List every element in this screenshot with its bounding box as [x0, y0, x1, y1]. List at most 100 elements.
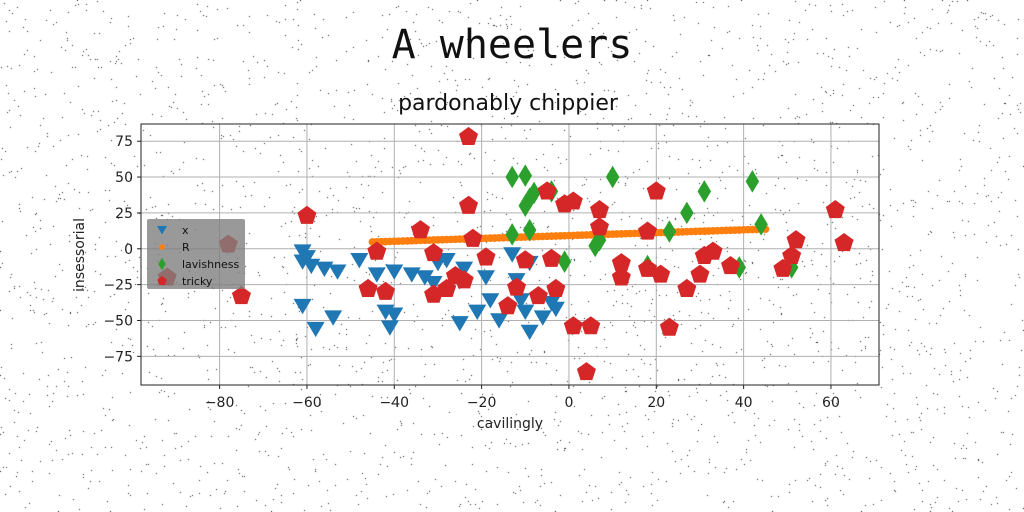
chart-title: pardonably chippier — [398, 91, 619, 116]
y-tick-label: 0 — [124, 242, 133, 258]
data-point — [315, 261, 334, 277]
data-point — [385, 264, 404, 280]
data-point — [581, 316, 601, 335]
data-point — [516, 304, 535, 320]
data-point — [454, 270, 474, 289]
x-tick-label: 0 — [564, 395, 573, 411]
data-point — [533, 310, 552, 326]
data-point — [680, 201, 694, 225]
y-tick-label: 75 — [115, 134, 133, 150]
data-point — [646, 181, 666, 200]
legend-label: lavishness — [182, 258, 240, 271]
data-point — [563, 191, 583, 210]
y-tick-label: −25 — [103, 278, 133, 294]
data-point — [546, 278, 566, 298]
data-point — [459, 195, 479, 214]
data-point — [481, 293, 500, 309]
data-point — [328, 264, 347, 280]
data-point — [659, 317, 679, 336]
data-point — [293, 254, 312, 270]
data-point — [402, 267, 421, 283]
data-point — [527, 181, 541, 205]
data-point — [537, 181, 557, 200]
data-point — [455, 261, 474, 277]
x-tick-label: 40 — [735, 395, 753, 411]
data-point — [721, 255, 741, 275]
data-point — [306, 321, 325, 338]
data-point — [697, 180, 712, 203]
legend-label: R — [182, 241, 190, 254]
data-point — [505, 223, 519, 246]
data-point — [754, 213, 768, 236]
data-point — [507, 277, 527, 296]
legend-label: x — [182, 224, 189, 237]
figure-suptitle: A wheelers — [391, 22, 633, 68]
x-axis-ticks: −80 −60 −40 −20 0 20 40 60 — [205, 385, 840, 411]
data-point — [463, 228, 483, 247]
data-point — [380, 320, 399, 336]
data-point — [703, 241, 723, 260]
data-point — [385, 307, 404, 323]
y-tick-label: −50 — [103, 313, 133, 329]
data-point — [367, 241, 387, 260]
data-point — [367, 267, 386, 283]
data-point — [782, 245, 802, 265]
data-point — [518, 164, 533, 187]
legend-marker-lavishness — [158, 257, 166, 271]
data-point — [786, 230, 806, 249]
x-tick-label: −80 — [205, 395, 235, 411]
data-point — [528, 286, 548, 305]
data-point — [563, 316, 583, 335]
x-tick-label: −20 — [467, 395, 497, 411]
data-point — [611, 267, 631, 286]
y-tick-label: 50 — [115, 170, 133, 186]
data-point — [745, 170, 760, 193]
data-point — [511, 293, 530, 309]
data-point — [546, 301, 565, 318]
data-point — [690, 264, 710, 283]
data-point — [557, 250, 572, 273]
data-points — [157, 126, 854, 381]
data-point — [302, 258, 321, 275]
data-point — [515, 250, 535, 269]
data-point — [459, 126, 479, 145]
data-point — [605, 165, 620, 189]
legend-box — [147, 219, 245, 289]
data-point — [498, 296, 518, 315]
data-point — [638, 221, 658, 240]
data-point — [825, 200, 845, 219]
x-axis-label: cavilingly — [477, 416, 543, 432]
data-point — [424, 243, 444, 262]
data-point — [376, 281, 396, 300]
data-point — [468, 304, 487, 320]
x-tick-label: −40 — [380, 395, 410, 411]
x-tick-label: 60 — [822, 395, 840, 411]
data-point — [450, 316, 469, 332]
data-point — [437, 253, 456, 269]
data-point — [541, 248, 561, 267]
data-point — [505, 165, 519, 189]
legend-marker-x — [157, 226, 167, 235]
data-point — [424, 275, 443, 292]
x-tick-label: −60 — [292, 395, 322, 411]
data-point — [231, 286, 251, 305]
plot-frame — [140, 123, 880, 386]
data-point — [611, 253, 631, 272]
data-point — [297, 205, 317, 224]
data-point — [293, 298, 312, 315]
legend-marker-R — [159, 244, 165, 250]
y-axis-label: insessorial — [72, 218, 88, 292]
data-point — [834, 233, 854, 252]
y-axis-ticks: −75 −50 −25 0 25 50 75 — [103, 134, 141, 365]
data-point — [590, 200, 610, 219]
x-tick-label: 20 — [647, 395, 665, 411]
data-point — [651, 264, 671, 283]
data-point — [358, 278, 378, 298]
series-x — [293, 244, 565, 341]
data-point — [503, 247, 522, 263]
data-point — [350, 253, 369, 269]
data-point — [662, 220, 677, 243]
data-point — [590, 217, 610, 236]
